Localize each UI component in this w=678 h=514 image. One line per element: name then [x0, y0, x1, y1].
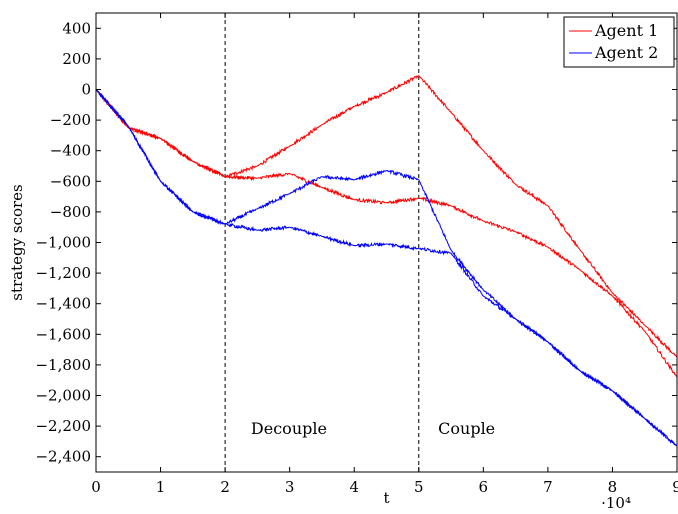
x-tick-label: 4 [349, 478, 359, 496]
y-tick-label: −200 [50, 111, 91, 129]
annotations: Decouple Couple [251, 419, 495, 438]
y-tick-label: −2,000 [35, 387, 91, 405]
y-tick-label: 400 [62, 19, 91, 37]
series-line-1 [95, 75, 678, 358]
x-tick-label: 8 [608, 478, 618, 496]
x-axis-scale-label: ·10⁴ [601, 494, 631, 512]
x-tick-label: 6 [479, 478, 489, 496]
series-lines [95, 75, 678, 447]
y-tick-label: −600 [50, 172, 91, 190]
y-tick-label: −1,800 [35, 356, 91, 374]
series-line-3 [95, 89, 678, 447]
series-line-4 [95, 89, 678, 447]
x-tick-label: 3 [285, 478, 295, 496]
x-tick-label: 9 [672, 478, 678, 496]
y-tick-label: −1,000 [35, 234, 91, 252]
annotation-label: Couple [438, 419, 495, 438]
y-tick-label: −2,200 [35, 417, 91, 435]
x-tick-label: 2 [220, 478, 230, 496]
plot-frame [95, 12, 678, 473]
legend-label: Agent 2 [594, 43, 658, 62]
legend-box [563, 16, 675, 68]
y-tick-label: −1,400 [35, 295, 91, 313]
y-tick-label: −2,400 [35, 448, 91, 466]
x-tick-label: 5 [414, 478, 424, 496]
x-tick-label: 1 [156, 478, 166, 496]
legend: Agent 1 Agent 2 [563, 16, 675, 68]
y-tick-label: −400 [50, 142, 91, 160]
y-axis-ticks: 400 200 0 −200 −400 −600 −800 −1,000 −1,200 −1,40… [35, 19, 677, 466]
y-tick-label: 0 [81, 81, 91, 99]
y-tick-label: −1,200 [35, 264, 91, 282]
y-axis-label: strategy scores [8, 184, 26, 300]
y-tick-label: −800 [50, 203, 91, 221]
legend-label: Agent 1 [594, 21, 658, 40]
y-tick-label: 200 [62, 50, 91, 68]
y-tick-label: −1,600 [35, 325, 91, 343]
x-tick-label: 7 [543, 478, 553, 496]
x-axis-ticks: 0 1 2 3 4 5 6 7 8 9 [91, 13, 678, 496]
annotation-label: Decouple [251, 419, 327, 438]
series-line-2 [95, 89, 678, 378]
x-tick-label: 0 [91, 478, 101, 496]
divider-lines [224, 13, 420, 472]
x-axis-label: t [383, 489, 389, 507]
